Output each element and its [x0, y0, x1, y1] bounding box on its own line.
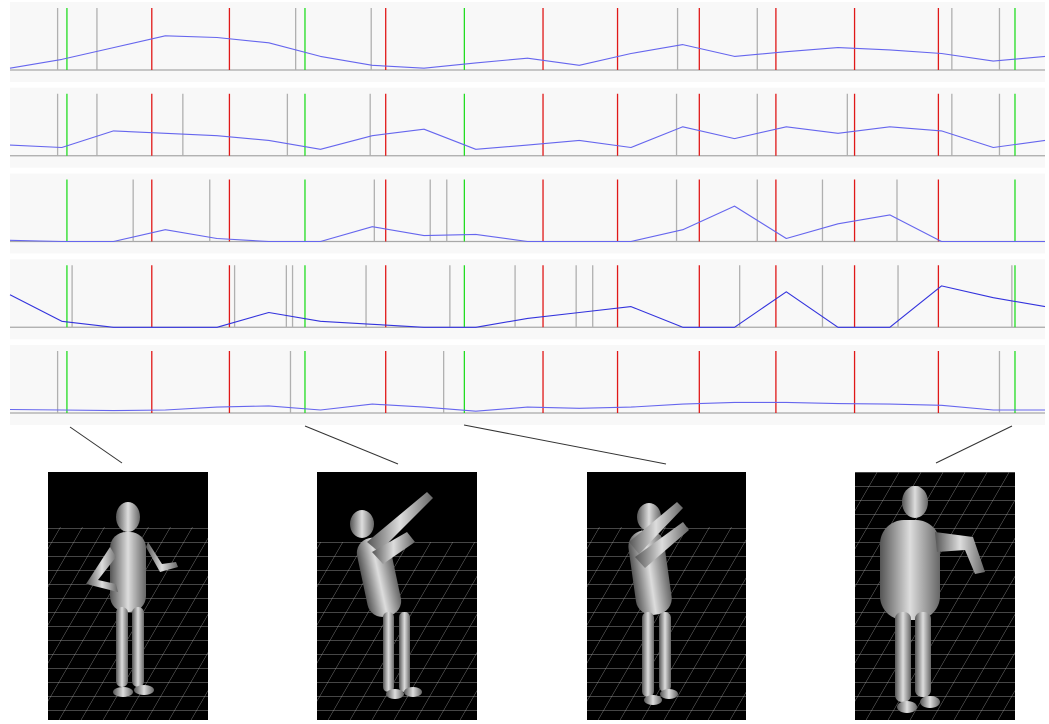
render-frame: [587, 472, 746, 720]
plots: [10, 2, 1045, 425]
render-frame: [317, 472, 477, 720]
connector: [936, 426, 1012, 463]
render-frame: [855, 472, 1015, 720]
connector: [305, 426, 398, 464]
render-frame: [48, 472, 208, 720]
connectors: [70, 425, 1012, 464]
connector: [70, 427, 122, 463]
render-frames: [48, 472, 1015, 720]
connector: [464, 425, 666, 464]
figure: [0, 0, 1049, 724]
